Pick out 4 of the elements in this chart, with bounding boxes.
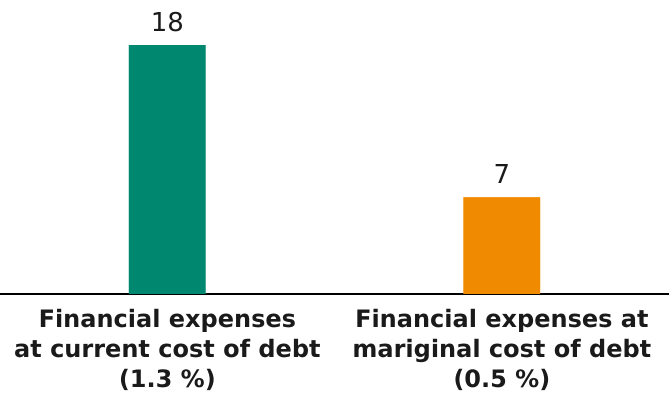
x-tick-label: Financial expenses at current cost of debt (1.3 %) [14, 305, 320, 394]
data-label: 18 [150, 8, 184, 38]
x-tick-label: Financial expenses at mariginal cost of debt (0.5 %) [352, 305, 652, 394]
data-label: 7 [493, 160, 510, 190]
